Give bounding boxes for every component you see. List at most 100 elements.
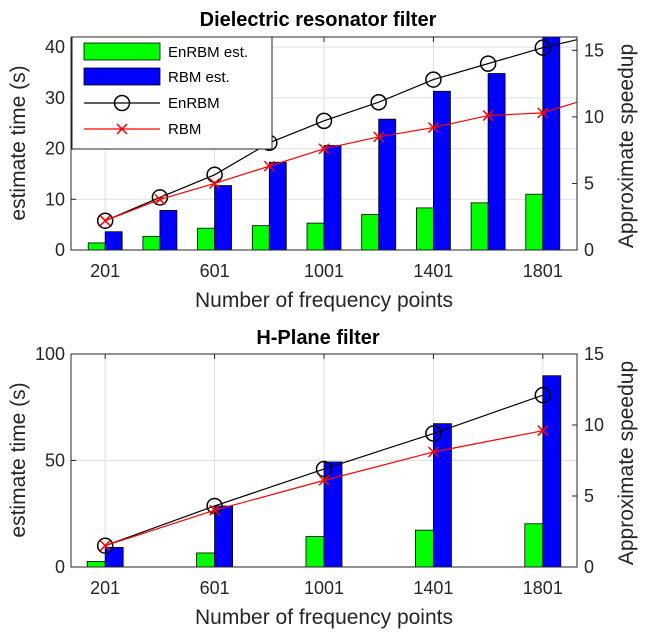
bar-rbm-est bbox=[104, 547, 124, 568]
point-marker-enrbm bbox=[315, 460, 333, 478]
point-marker-enrbm bbox=[96, 537, 114, 554]
bar-enrbm-est bbox=[87, 242, 106, 251]
y-tick-label: 40 bbox=[45, 37, 65, 57]
point-marker-rbm bbox=[209, 504, 221, 516]
y2-tick-label: 0 bbox=[584, 557, 594, 577]
legend-label-rbm: RBM bbox=[168, 121, 201, 138]
y2-tick-label: 5 bbox=[584, 486, 594, 506]
point-marker-rbm bbox=[537, 107, 549, 119]
bar-enrbm-est bbox=[306, 222, 325, 251]
bar-rbm-est bbox=[268, 161, 287, 251]
legend: EnRBM est. RBM est. EnRBM RBM bbox=[71, 36, 273, 150]
x-tick-label: 1001 bbox=[304, 578, 344, 598]
point-marker-rbm bbox=[318, 143, 330, 155]
bar-rbm-est bbox=[214, 505, 233, 568]
point-marker-rbm bbox=[99, 540, 111, 552]
bar-enrbm-est bbox=[251, 225, 270, 251]
bar-enrbm-est bbox=[305, 536, 325, 568]
bar-rbm-est bbox=[159, 210, 178, 251]
point-marker-enrbm bbox=[479, 55, 497, 72]
y-tick-label: 0 bbox=[55, 240, 65, 260]
y-axis-label: estimate time (s) bbox=[7, 382, 30, 537]
y2-axis-label: Approximate speedup bbox=[615, 361, 638, 565]
legend-marker-rbm bbox=[116, 123, 128, 135]
point-marker-rbm bbox=[373, 131, 385, 143]
y2-tick-label: 10 bbox=[584, 415, 604, 435]
y-axis-label: estimate time (s) bbox=[7, 65, 30, 220]
legend-label-enrbm-est: EnRBM est. bbox=[168, 44, 248, 61]
y-tick-label: 10 bbox=[45, 189, 65, 209]
bar-enrbm-est bbox=[142, 235, 161, 251]
point-marker-enrbm bbox=[370, 93, 387, 111]
bar-enrbm-est bbox=[416, 207, 434, 251]
y-tick-label: 0 bbox=[55, 557, 65, 577]
bar-enrbm-est bbox=[524, 523, 544, 568]
legend-swatch-enrbm-est bbox=[83, 42, 161, 61]
point-marker-enrbm bbox=[534, 386, 552, 404]
bar-enrbm-est bbox=[361, 214, 380, 251]
x-tick-label: 1801 bbox=[523, 578, 563, 598]
lines bbox=[96, 39, 578, 229]
point-marker-rbm bbox=[427, 121, 439, 134]
point-marker-rbm bbox=[99, 215, 111, 227]
x-tick-label: 1401 bbox=[413, 578, 453, 598]
y-tick-label: 30 bbox=[45, 88, 65, 108]
y2-tick-label: 5 bbox=[584, 173, 594, 193]
point-marker-rbm bbox=[154, 193, 166, 205]
x-tick-label: 201 bbox=[90, 261, 120, 281]
ticks: 201 601 1001 1401 1801 0 50 100 0 5 10 15 bbox=[35, 344, 604, 598]
chart-h-plane-filter: H-Plane filter 201 601 1001 1401 1801 0 50 100 0… bbox=[7, 327, 638, 629]
chart-dielectric-resonator-filter: Dielectric resonator filter 201 601 1001 14… bbox=[7, 9, 638, 312]
bar-rbm-est bbox=[487, 73, 506, 251]
bar-rbm-est bbox=[542, 36, 561, 251]
y2-tick-label: 10 bbox=[584, 107, 604, 127]
series-line-enrbm bbox=[104, 394, 544, 547]
y2-axis-label: Approximate speedup bbox=[615, 44, 638, 248]
legend-label-enrbm: EnRBM bbox=[168, 95, 220, 112]
x-tick-label: 1801 bbox=[523, 261, 563, 281]
point-marker-rbm bbox=[263, 160, 275, 172]
bar-enrbm-est bbox=[525, 193, 544, 251]
point-marker-enrbm bbox=[96, 212, 114, 229]
x-tick-label: 601 bbox=[200, 578, 230, 598]
x-axis-label: Number of frequency points bbox=[195, 606, 453, 629]
chart-title: Dielectric resonator filter bbox=[200, 9, 437, 31]
bars bbox=[86, 375, 562, 568]
point-marker-enrbm bbox=[206, 166, 223, 184]
x-tick-label: 201 bbox=[90, 578, 120, 598]
bar-rbm-est bbox=[323, 145, 342, 251]
y-tick-label: 100 bbox=[35, 344, 65, 364]
point-marker-enrbm bbox=[206, 497, 223, 515]
ticks: 201 601 1001 1401 1801 0 10 20 30 40 0 5 10 15 bbox=[45, 37, 604, 281]
y2-tick-label: 15 bbox=[584, 40, 604, 60]
point-marker-enrbm bbox=[315, 112, 333, 130]
y-tick-label: 20 bbox=[45, 139, 65, 159]
bar-enrbm-est bbox=[86, 561, 106, 568]
point-marker-rbm bbox=[482, 110, 494, 122]
point-marker-rbm bbox=[427, 446, 439, 458]
point-marker-enrbm bbox=[425, 425, 442, 442]
series-line-rbm bbox=[104, 101, 578, 222]
bars bbox=[87, 36, 561, 251]
y-tick-label: 50 bbox=[45, 451, 65, 471]
x-tick-label: 1401 bbox=[413, 261, 453, 281]
lines bbox=[96, 386, 552, 554]
bar-rbm-est bbox=[214, 185, 232, 251]
x-axis-label: Number of frequency points bbox=[195, 289, 453, 312]
series-line-enrbm bbox=[104, 39, 578, 222]
bar-enrbm-est bbox=[415, 529, 434, 568]
bar-rbm-est bbox=[433, 90, 451, 251]
bar-rbm-est bbox=[542, 375, 562, 568]
point-marker-rbm bbox=[318, 474, 330, 486]
bar-enrbm-est bbox=[470, 202, 489, 251]
bar-rbm-est bbox=[433, 423, 452, 568]
point-marker-rbm bbox=[209, 177, 221, 189]
bar-enrbm-est bbox=[196, 552, 215, 568]
x-tick-label: 601 bbox=[200, 261, 230, 281]
x-tick-label: 1001 bbox=[304, 261, 344, 281]
point-marker-enrbm bbox=[425, 71, 442, 88]
point-marker-rbm bbox=[537, 425, 549, 437]
y2-tick-label: 15 bbox=[584, 344, 604, 364]
legend-marker-enrbm bbox=[113, 94, 131, 112]
